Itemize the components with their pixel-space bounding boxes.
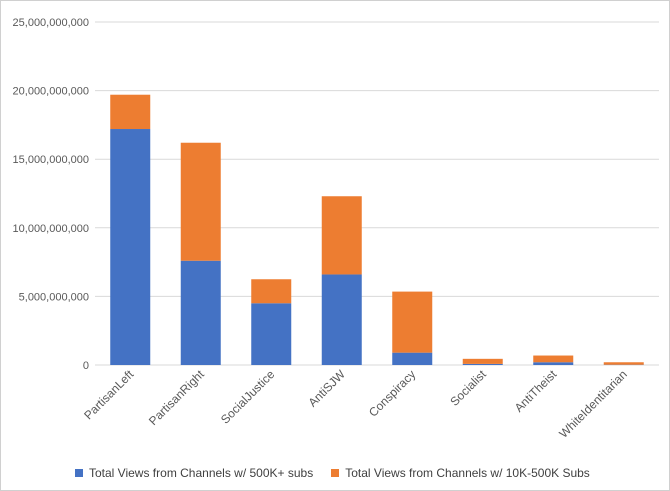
x-tick-label-Conspiracy: Conspiracy (366, 367, 418, 419)
legend-swatch-500k (75, 469, 83, 477)
y-tick-label-2: 10,000,000,000 (13, 223, 89, 235)
bar-AntiTheist-series-0 (533, 362, 574, 365)
bar-Socialist-series-1 (462, 358, 503, 364)
y-tick-label-5: 25,000,000,000 (13, 17, 89, 29)
x-tick-label-Socialist: Socialist (447, 367, 489, 409)
bar-AntiSJW-series-1 (321, 196, 362, 275)
x-tick-label-AntiTheist: AntiTheist (512, 367, 560, 415)
legend-label-10k: Total Views from Channels w/ 10K-500K Su… (345, 466, 590, 480)
x-tick-label-PartisanRight: PartisanRight (146, 367, 207, 428)
bar-Socialist-series-0 (462, 363, 503, 365)
x-tick-label-AntiSJW: AntiSJW (305, 367, 348, 410)
bar-WhiteIdentitarian-series-1 (603, 362, 644, 365)
y-tick-label-4: 20,000,000,000 (13, 86, 89, 98)
bar-PartisanRight-series-1 (180, 142, 221, 261)
legend-item-10k: Total Views from Channels w/ 10K-500K Su… (331, 466, 590, 480)
legend: Total Views from Channels w/ 500K+ subs … (75, 466, 590, 480)
x-tick-label-PartisanLeft: PartisanLeft (81, 367, 137, 423)
y-tick-label-3: 15,000,000,000 (13, 154, 89, 166)
y-tick-label-0: 0 (83, 360, 89, 372)
x-tick-label-SocialJustice: SocialJustice (218, 367, 278, 427)
bar-Conspiracy-series-1 (392, 291, 433, 353)
legend-label-500k: Total Views from Channels w/ 500K+ subs (89, 466, 314, 480)
legend-swatch-10k (331, 469, 340, 477)
bar-SocialJustice-series-1 (251, 279, 292, 304)
bar-AntiSJW-series-0 (321, 274, 362, 365)
y-tick-label-1: 5,000,000,000 (19, 291, 89, 303)
bar-SocialJustice-series-0 (251, 303, 292, 365)
stacked-bar-chart: 0 5,000,000,000 10,000,000,000 15,000,000,0… (13, 17, 659, 441)
bar-Conspiracy-series-0 (392, 352, 433, 365)
x-tick-label-WhiteIdentitarian: WhiteIdentitarian (556, 367, 630, 441)
bar-PartisanLeft-series-1 (110, 94, 151, 130)
bar-PartisanLeft-series-0 (110, 129, 151, 365)
bar-PartisanRight-series-0 (180, 260, 221, 365)
legend-item-500k: Total Views from Channels w/ 500K+ subs (75, 466, 313, 480)
bar-AntiTheist-series-1 (533, 355, 574, 363)
